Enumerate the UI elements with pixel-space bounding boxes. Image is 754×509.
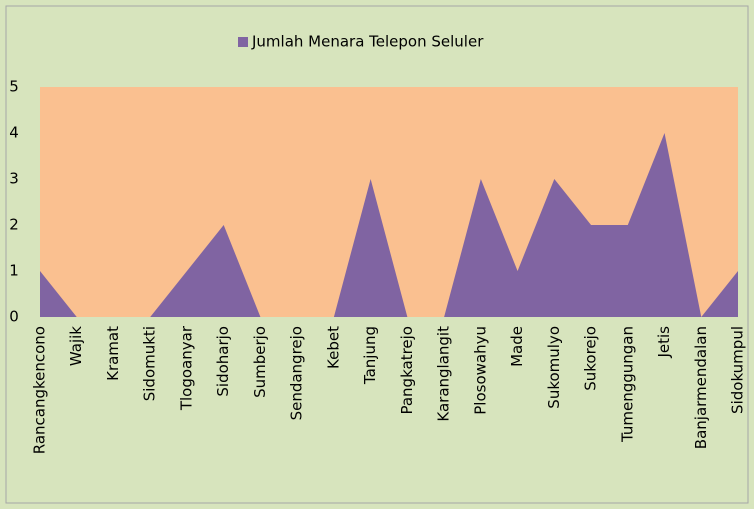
- x-tick-label: Karanglangit: [435, 326, 453, 422]
- y-tick-label: 3: [9, 170, 19, 188]
- legend-swatch: [238, 37, 248, 47]
- x-tick-label: Sidokumpul: [729, 326, 747, 414]
- x-tick-label: Sukomulyo: [545, 326, 563, 409]
- x-tick-label: Sukorejo: [582, 326, 600, 391]
- x-tick-label: Wajik: [67, 326, 85, 366]
- y-tick-label: 2: [9, 216, 19, 234]
- x-tick-label: Sidomukti: [141, 326, 159, 401]
- x-tick-label: Banjarmendalan: [692, 326, 710, 449]
- x-tick-label: Sendangrejo: [288, 326, 306, 420]
- x-tick-label: Sidoharjo: [214, 326, 232, 397]
- chart-border: [5, 5, 749, 504]
- x-tick-label: Pangkatrejo: [398, 326, 416, 415]
- area: [40, 133, 738, 317]
- x-tick-label: Plosowahyu: [471, 326, 489, 415]
- y-tick-label: 5: [9, 78, 19, 96]
- x-tick-label: Tanjung: [361, 326, 379, 385]
- x-tick-label: Kebet: [324, 326, 342, 369]
- y-tick-label: 4: [9, 124, 19, 142]
- x-tick-label: Rancangkencono: [31, 326, 49, 454]
- x-tick-label: Kramat: [104, 326, 122, 381]
- x-tick-label: Tumenggungan: [618, 326, 636, 443]
- y-tick-label: 0: [9, 308, 19, 326]
- x-tick-label: Tlogoanyar: [177, 325, 195, 411]
- x-tick-label: Jetis: [655, 326, 673, 359]
- legend-label: Jumlah Menara Telepon Seluler: [251, 33, 484, 51]
- x-tick-label: Sumberjo: [251, 326, 269, 398]
- x-tick-label: Made: [508, 326, 526, 367]
- y-tick-label: 1: [9, 262, 19, 280]
